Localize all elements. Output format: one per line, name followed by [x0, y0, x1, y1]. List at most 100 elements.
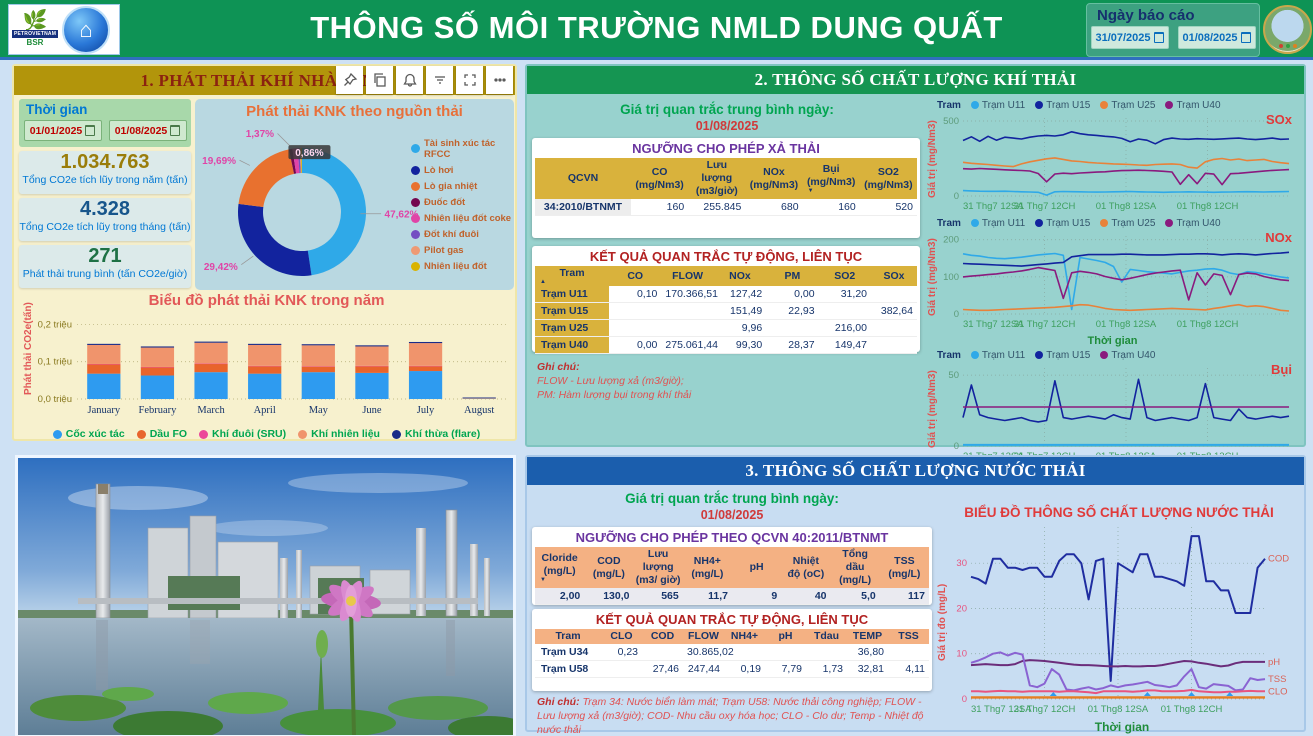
- svg-text:31 Thg7 12CH: 31 Thg7 12CH: [1014, 201, 1076, 212]
- svg-text:01 Thg8 12SA: 01 Thg8 12SA: [1088, 704, 1149, 715]
- copy-button[interactable]: [366, 66, 393, 94]
- svg-text:March: March: [197, 405, 225, 416]
- nox-y-axis-label: Giá trị (mg/Nm3): [927, 238, 938, 316]
- air-limits-table[interactable]: QCVN CO (mg/Nm3) Lưu lượng (m3/giờ) NOx (mg…: [535, 158, 917, 217]
- water-results-table-title: KẾT QUẢ QUAN TRẮC TỰ ĐỘNG, LIÊN TỤC: [595, 612, 869, 627]
- donut-chart-card[interactable]: Phát thải KNK theo nguồn thải 47,62% 29,4…: [195, 99, 514, 290]
- badge-dots: [1265, 44, 1310, 48]
- legend-title: Tram: [937, 217, 961, 229]
- svg-text:May: May: [309, 405, 329, 416]
- report-date-to-value: 01/08/2025: [1182, 31, 1238, 44]
- svg-text:1,37%: 1,37%: [246, 129, 274, 140]
- legend-title: Tram: [937, 99, 961, 111]
- svg-text:April: April: [254, 405, 276, 416]
- app-header: 🌿 PETROVIETNAM BSR ⌂ THÔNG SỐ MÔI TRƯỜNG…: [0, 0, 1313, 60]
- note-text: Trạm 34: Nước biển làm mát; Trạm U58: Nư…: [537, 696, 924, 736]
- panel3-title: 3. THÔNG SỐ CHẤT LƯỢNG NƯỚC THẢI: [527, 457, 1304, 485]
- sox-y-axis-label: Giá trị (mg/Nm3): [927, 120, 938, 198]
- svg-text:01 Thg8 12SA: 01 Thg8 12SA: [1096, 201, 1157, 212]
- kpi-value: 271: [88, 245, 122, 267]
- bar-chart-legend: Cốc xúc tác Dầu FO Khí đuôi (SRU) Khí nhiên…: [19, 428, 514, 440]
- water-chart-block[interactable]: Giá trị đo (mg/L) 0 10 20 30 31 Thg7 12SA 31 …: [937, 521, 1303, 734]
- sox-chart-legend: Tram Trạm U11 Trạm U15 Trạm U25 Trạm U40: [937, 99, 1221, 111]
- svg-text:June: June: [362, 405, 382, 416]
- water-line-chart[interactable]: 0 10 20 30 31 Thg7 12SA 31 Thg7 12CH 01 Thg8 1…: [941, 521, 1303, 720]
- water-note: Ghi chú: Trạm 34: Nước biển làm mát; Trạ…: [537, 695, 933, 736]
- air-limits-table-card[interactable]: NGƯỠNG CHO PHÉP XẢ THẢI QCVN CO (mg/Nm3) L…: [532, 138, 920, 238]
- report-date-box: Ngày báo cáo 31/07/2025 01/08/2025: [1086, 3, 1260, 57]
- petrovietnam-logo: 🌿 PETROVIETNAM BSR: [11, 7, 59, 53]
- nox-chart-name: NOx: [1265, 230, 1292, 245]
- dust-y-axis-label: Giá trị (mg/Nm3): [927, 370, 938, 448]
- air-results-table-title: KẾT QUẢ QUAN TRẮC TỰ ĐỘNG, LIÊN TỤC: [589, 249, 863, 264]
- svg-text:TSS: TSS: [1268, 674, 1286, 685]
- svg-text:0: 0: [954, 191, 959, 202]
- svg-text:0: 0: [954, 441, 959, 452]
- kpi-label: Phát thải trung bình (tấn CO2e/giờ): [22, 268, 188, 280]
- kpi-value: 1.034.763: [60, 151, 150, 173]
- note-line: FLOW - Lưu lượng xả (m3/giờ);: [537, 375, 684, 388]
- water-results-table[interactable]: Tram CLO COD FLOW NH4+ pH Tdau TEMP TSS Trạm U34 0…: [535, 629, 929, 679]
- time-to-input[interactable]: 01/08/2025: [108, 120, 187, 141]
- nox-chart-block[interactable]: Tram Trạm U11 Trạm U15 Trạm U25 Trạm U40 NO…: [923, 216, 1302, 348]
- ghg-monthly-bar-chart[interactable]: 0,0 triệu 0,1 triệu 0,2 triệu January Februa…: [19, 311, 514, 428]
- company-logo[interactable]: 🌿 PETROVIETNAM BSR ⌂: [8, 4, 120, 55]
- svg-text:100: 100: [943, 272, 959, 283]
- kpi-label: Tổng CO2e tích lũy trong tháng (tấn): [19, 221, 191, 233]
- pin-button[interactable]: [336, 66, 363, 94]
- visual-toolbar: [336, 66, 513, 94]
- svg-text:01 Thg8 12SA: 01 Thg8 12SA: [1096, 319, 1157, 330]
- water-results-table-card[interactable]: KẾT QUẢ QUAN TRẮC TỰ ĐỘNG, LIÊN TỤC Tram…: [532, 609, 932, 691]
- water-limits-table-card[interactable]: NGƯỠNG CHO PHÉP THEO QCVN 40:2011/BTNMT …: [532, 527, 932, 606]
- svg-text:01 Thg8 12CH: 01 Thg8 12CH: [1177, 319, 1239, 330]
- nox-line-chart[interactable]: 0 100 200 31 Thg7 12SA 31 Thg7 12CH 01 Thg8 1…: [923, 230, 1302, 335]
- nox-chart-legend: Tram Trạm U11 Trạm U15 Trạm U25 Trạm U40: [937, 217, 1221, 229]
- report-date-to[interactable]: 01/08/2025: [1177, 26, 1256, 49]
- svg-text:31 Thg7 12CH: 31 Thg7 12CH: [1014, 319, 1076, 330]
- dust-chart-block[interactable]: Tram Trạm U11 Trạm U15 Trạm U40 Bụi Giá tr…: [923, 348, 1302, 467]
- focus-mode-button[interactable]: [456, 66, 483, 94]
- air-results-table-card[interactable]: KẾT QUẢ QUAN TRẮC TỰ ĐỘNG, LIÊN TỤC Tram…: [532, 246, 920, 355]
- svg-text:0: 0: [962, 694, 967, 705]
- svg-text:31 Thg7 12SA: 31 Thg7 12SA: [963, 201, 1024, 212]
- svg-text:0,2 triệu: 0,2 triệu: [38, 319, 72, 330]
- avg-day-label: Giá trị quan trắc trung bình ngày:: [625, 491, 839, 506]
- dust-chart-legend: Tram Trạm U11 Trạm U15 Trạm U40: [937, 349, 1156, 361]
- svg-text:August: August: [464, 405, 494, 416]
- time-filter: Thời gian 01/01/2025 01/08/2025: [19, 99, 191, 147]
- filter-button[interactable]: [426, 66, 453, 94]
- panel-ghg-emissions: 1. PHÁT THẢI KHÍ NHÀ KÍNH Thời gian 01/0…: [12, 64, 517, 441]
- kpi-monthly-co2e: 4.328 Tổng CO2e tích lũy trong tháng (tấ…: [19, 198, 191, 241]
- svg-text:31 Thg7 12SA: 31 Thg7 12SA: [971, 704, 1032, 715]
- home-button[interactable]: ⌂: [62, 5, 110, 54]
- time-filter-label: Thời gian: [26, 102, 88, 117]
- sox-chart-name: SOx: [1265, 112, 1292, 127]
- ghg-source-donut-chart[interactable]: 47,62% 29,42% 19,69% 1,37% 0,86%: [195, 120, 425, 289]
- svg-text:29,42%: 29,42%: [204, 262, 238, 273]
- avg-day-date: 01/08/2025: [695, 119, 759, 133]
- donut-chart-title: Phát thải KNK theo nguồn thải: [246, 103, 463, 120]
- time-from-input[interactable]: 01/01/2025: [23, 120, 102, 141]
- svg-text:01 Thg8 12CH: 01 Thg8 12CH: [1177, 201, 1239, 212]
- calendar-icon: [85, 125, 96, 136]
- calendar-icon: [170, 125, 181, 136]
- svg-text:47,62%: 47,62%: [385, 209, 419, 220]
- air-results-table[interactable]: Tram ▲ CO FLOW NOx PM SO2 SOx Trạm U11 0,10 170.36…: [535, 266, 917, 355]
- alert-button[interactable]: [396, 66, 423, 94]
- home-icon: ⌂: [79, 16, 93, 42]
- bar-chart-title: Biểu đồ phát thải KNK trong năm: [148, 292, 385, 309]
- more-options-button[interactable]: [486, 66, 513, 94]
- kpi-average-emission: 271 Phát thải trung bình (tấn CO2e/giờ): [19, 245, 191, 288]
- report-date-from[interactable]: 31/07/2025: [1090, 26, 1169, 49]
- sox-line-chart[interactable]: 0 500 31 Thg7 12SA 31 Thg7 12CH 01 Thg8 12SA…: [923, 112, 1302, 217]
- svg-text:50: 50: [948, 370, 959, 381]
- sox-chart-block[interactable]: Tram Trạm U11 Trạm U15 Trạm U25 Trạm U40 SO…: [923, 98, 1302, 217]
- bar-chart-block[interactable]: Biểu đồ phát thải KNK trong năm Phát thả…: [19, 292, 514, 440]
- kpi-yearly-co2e: 1.034.763 Tổng CO2e tích lũy trong năm (…: [19, 151, 191, 194]
- water-limits-table[interactable]: Cloride (mg/L) ▼ COD (mg/L) Lưu lượng (m3/ …: [535, 547, 929, 606]
- panel-air-quality: 2. THÔNG SỐ CHẤT LƯỢNG KHÍ THẢI Giá trị …: [525, 64, 1306, 462]
- svg-text:31 Thg7 12CH: 31 Thg7 12CH: [1014, 704, 1076, 715]
- logo-text-top: PETROVIETNAM: [11, 30, 59, 38]
